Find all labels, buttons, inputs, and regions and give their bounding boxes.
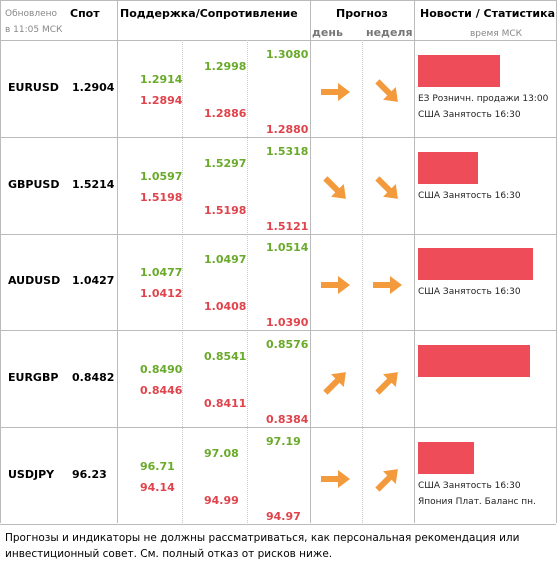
border [0, 0, 556, 1]
resistance: 1.0477 [140, 266, 183, 279]
resistance: 0.8576 [266, 338, 309, 351]
day-header: день [312, 26, 343, 39]
forecast-arrow [323, 372, 346, 395]
support: 1.2880 [266, 123, 309, 136]
spot: 1.0427 [72, 274, 115, 287]
support: 1.5198 [140, 191, 183, 204]
arrow-shape [375, 372, 398, 395]
resistance: 1.0497 [204, 253, 247, 266]
news-item: Япония Плат. Баланс пн. [418, 497, 536, 507]
news-bar [418, 248, 533, 280]
arrow-shape [321, 276, 350, 294]
updated-time: в 11:05 МСК [5, 25, 63, 35]
forecast-arrow [375, 469, 398, 492]
pair: USDJPY [8, 468, 55, 481]
updated-label: Обновлено [5, 9, 58, 19]
arrow-shape [323, 176, 346, 199]
arrow-shape [323, 372, 346, 395]
resistance: 1.2914 [140, 73, 183, 86]
news-item: ЕЗ Розничн. продажи 13:00 [418, 94, 549, 104]
forecast-arrow [321, 470, 350, 488]
arrow-shape [373, 276, 402, 294]
column-border [414, 0, 415, 523]
forecast-arrow [375, 372, 398, 395]
support: 94.14 [140, 481, 175, 494]
news-time-header: время МСК [470, 29, 523, 39]
pair: GBPUSD [8, 178, 60, 191]
support: 1.2886 [204, 107, 247, 120]
spot: 1.5214 [72, 178, 115, 191]
support: 94.99 [204, 494, 239, 507]
support: 0.8384 [266, 413, 309, 426]
spot: 96.23 [72, 468, 107, 481]
arrow-shape [321, 83, 350, 101]
news-bar [418, 55, 500, 87]
arrow-shape [375, 469, 398, 492]
column-border [117, 0, 118, 523]
resistance: 1.5297 [204, 157, 247, 170]
arrow-shape [375, 79, 398, 102]
resistance: 1.2998 [204, 60, 247, 73]
news-bar [418, 152, 478, 184]
forecast-arrow [375, 79, 398, 102]
resistance: 1.5318 [266, 145, 309, 158]
news-header: Новости / Статистика [420, 7, 556, 20]
row-border [0, 427, 556, 428]
row-border [0, 524, 556, 525]
news-bar [418, 345, 530, 377]
row-border [0, 137, 556, 138]
forecast-arrow [321, 276, 350, 294]
levels-header: Поддержка/Сопротивление [120, 7, 298, 20]
forecast-arrow [375, 176, 398, 199]
column-divider [362, 40, 363, 523]
arrow-shape [375, 176, 398, 199]
support: 0.8411 [204, 397, 247, 410]
support: 1.0408 [204, 300, 247, 313]
support: 0.8446 [140, 384, 183, 397]
spot: 1.2904 [72, 81, 115, 94]
arrow-shape [321, 470, 350, 488]
support: 1.5121 [266, 220, 309, 233]
resistance: 1.0514 [266, 241, 309, 254]
support: 1.5198 [204, 204, 247, 217]
row-border [0, 234, 556, 235]
news-item: США Занятость 16:30 [418, 481, 521, 491]
news-bar [418, 442, 474, 474]
disclaimer: Прогнозы и индикаторы не должны рассматр… [5, 532, 520, 560]
spot-header: Спот [70, 7, 100, 20]
column-border [0, 0, 1, 523]
resistance: 96.71 [140, 460, 175, 473]
column-border [310, 0, 311, 523]
resistance: 1.0597 [140, 170, 183, 183]
resistance: 1.3080 [266, 48, 309, 61]
resistance: 97.08 [204, 447, 239, 460]
forecast-arrow [323, 176, 346, 199]
pair: AUDUSD [8, 274, 61, 287]
column-divider [247, 40, 248, 523]
news-item: США Занятость 16:30 [418, 287, 521, 297]
support: 1.0412 [140, 287, 183, 300]
support: 1.0390 [266, 316, 309, 329]
resistance: 0.8541 [204, 350, 247, 363]
resistance: 0.8490 [140, 363, 183, 376]
forecast-arrow [373, 276, 402, 294]
pair: EURGBP [8, 371, 59, 384]
row-border [0, 330, 556, 331]
column-divider [182, 40, 183, 523]
border [0, 40, 556, 41]
news-item: США Занятость 16:30 [418, 191, 521, 201]
news-item: США Занятость 16:30 [418, 110, 521, 120]
forecast-header: Прогноз [336, 7, 388, 20]
pair: EURUSD [8, 81, 59, 94]
resistance: 97.19 [266, 435, 301, 448]
week-header: неделя [366, 26, 413, 39]
support: 94.97 [266, 510, 301, 523]
support: 1.2894 [140, 94, 183, 107]
spot: 0.8482 [72, 371, 115, 384]
forecast-arrow [321, 83, 350, 101]
